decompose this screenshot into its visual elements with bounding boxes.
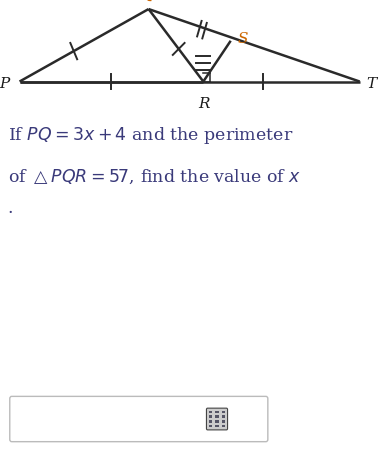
Bar	[215, 410, 219, 413]
Bar	[209, 425, 212, 428]
Bar	[222, 410, 225, 413]
Bar	[209, 420, 212, 423]
FancyBboxPatch shape	[10, 396, 268, 442]
Bar	[209, 415, 212, 418]
Bar	[222, 425, 225, 428]
Bar	[209, 410, 212, 413]
Text: of $\triangle PQR = 57$, find the value of $x$: of $\triangle PQR = 57$, find the value …	[8, 168, 301, 186]
Bar	[222, 420, 225, 423]
Bar	[222, 415, 225, 418]
Text: P: P	[0, 77, 10, 91]
Text: Q: Q	[140, 0, 153, 2]
Bar	[215, 420, 219, 423]
FancyBboxPatch shape	[206, 408, 228, 430]
Text: .: .	[8, 200, 13, 217]
Text: T: T	[367, 77, 377, 91]
Text: If $PQ = 3x + 4$ and the perimeter: If $PQ = 3x + 4$ and the perimeter	[8, 125, 293, 146]
Bar	[215, 425, 219, 428]
Text: R: R	[198, 97, 210, 111]
Bar	[215, 415, 219, 418]
Text: S: S	[238, 32, 248, 45]
